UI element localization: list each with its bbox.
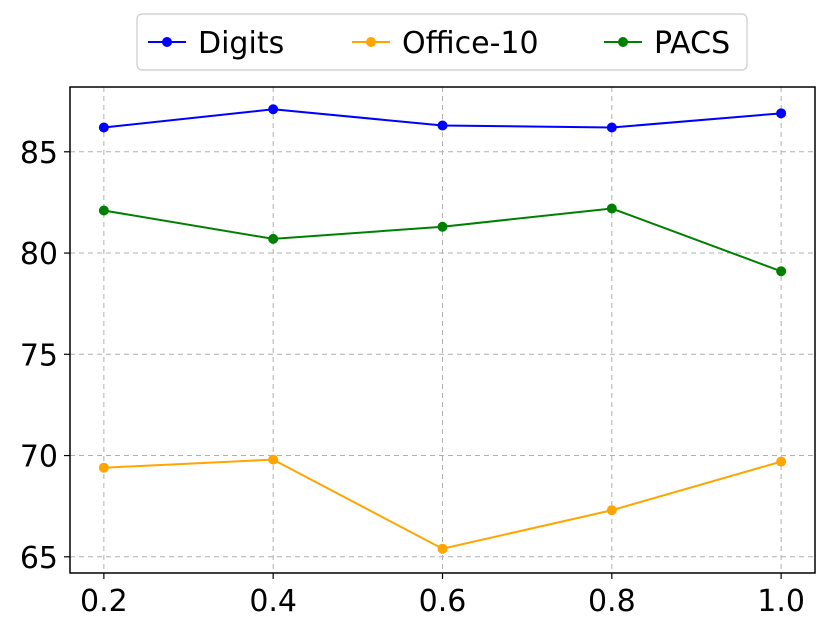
data-point (268, 233, 279, 244)
series-digits (98, 104, 787, 133)
x-tick-label: 1.0 (757, 584, 805, 619)
series-pacs (98, 203, 787, 277)
data-point (606, 505, 617, 516)
data-point (98, 462, 109, 473)
grid-lines (70, 87, 815, 573)
legend-label: PACS (654, 26, 730, 61)
x-tick-label: 0.2 (80, 584, 128, 619)
data-point (606, 122, 617, 133)
legend-entry: PACS (604, 26, 730, 61)
data-point (268, 454, 279, 465)
data-point (606, 203, 617, 214)
y-tick-label: 65 (20, 541, 58, 576)
x-tick-label: 0.4 (249, 584, 297, 619)
axis-ticks: 0.2 0.4 0.6 0.8 1.0 65 70 75 80 85 (20, 136, 805, 619)
y-tick-label: 75 (20, 338, 58, 373)
y-tick-label: 70 (20, 440, 58, 475)
series-office-10 (98, 454, 787, 554)
data-point (268, 104, 279, 115)
legend-entry: Digits (148, 26, 284, 61)
y-tick-label: 85 (20, 136, 58, 171)
data-point (776, 108, 787, 119)
data-point (437, 221, 448, 232)
data-point (776, 456, 787, 467)
legend-marker (162, 37, 172, 47)
data-point (98, 205, 109, 216)
series-layer (98, 104, 787, 554)
legend-entry: Office-10 (352, 26, 539, 61)
data-point (776, 266, 787, 277)
legend-label: Digits (198, 26, 284, 61)
legend-label: Office-10 (402, 26, 539, 61)
legend-marker (366, 37, 376, 47)
legend: Digits Office-10 PACS (136, 13, 748, 71)
legend-box (136, 13, 748, 71)
legend-marker (618, 37, 628, 47)
data-point (98, 122, 109, 133)
x-tick-label: 0.6 (419, 584, 467, 619)
data-point (437, 543, 448, 554)
data-point (437, 120, 448, 131)
y-tick-label: 80 (20, 237, 58, 272)
x-tick-label: 0.8 (588, 584, 636, 619)
